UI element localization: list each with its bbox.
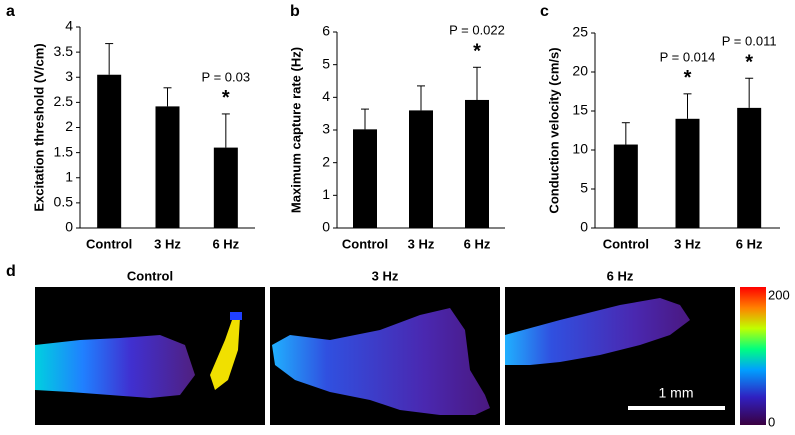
bar (97, 74, 122, 228)
significance-marker: * (473, 41, 481, 63)
y-tick-label: 2 (322, 153, 330, 169)
bar (213, 147, 238, 228)
x-tick-label: 3 Hz (408, 236, 435, 251)
y-tick-label: 2 (65, 118, 73, 134)
image-title: Control (127, 268, 173, 283)
map-region (230, 312, 242, 320)
y-tick-label: 0 (65, 219, 73, 235)
y-tick-label: 3 (322, 121, 330, 137)
y-tick-label: 6 (322, 23, 330, 39)
y-tick-label: 0.5 (54, 194, 74, 210)
map-region (210, 318, 240, 390)
x-tick-label: 3 Hz (154, 236, 181, 251)
scale-bar-label: 1 mm (659, 385, 694, 401)
bar (613, 144, 638, 228)
y-tick-label: 2.5 (54, 93, 74, 109)
y-tick-label: 15 (572, 102, 588, 118)
y-tick-label: 10 (572, 141, 588, 157)
x-tick-label: 3 Hz (674, 236, 701, 251)
map-region (272, 308, 490, 415)
y-tick-label: 20 (572, 63, 588, 79)
y-tick-label: 1 (322, 186, 330, 202)
panel-label: d (6, 263, 16, 280)
bar (465, 99, 489, 229)
p-value-label: P = 0.03 (202, 69, 251, 84)
y-tick-label: 3 (65, 68, 73, 84)
image-title: 6 Hz (607, 268, 634, 283)
y-tick-label: 1 (65, 168, 73, 184)
y-tick-label: 4 (65, 18, 73, 34)
x-tick-label: 6 Hz (736, 236, 763, 251)
image-title: 3 Hz (372, 268, 399, 283)
p-value-label: P = 0.011 (722, 34, 777, 49)
y-tick-label: 4 (322, 88, 330, 104)
p-value-label: P = 0.022 (449, 23, 505, 38)
map-region (505, 298, 690, 365)
bar (353, 129, 377, 228)
colorbar-label: 200 (768, 287, 790, 302)
panel-label: c (540, 3, 549, 20)
y-tick-label: 1.5 (54, 143, 74, 159)
y-axis-title: Maximum capture rate (Hz) (288, 47, 303, 213)
colorbar (740, 287, 766, 425)
y-axis-title: Conduction velocity (cm/s) (546, 47, 561, 213)
x-tick-label: Control (603, 236, 649, 251)
bar (675, 118, 700, 228)
significance-marker: * (222, 87, 230, 109)
bar (737, 107, 762, 228)
bar (409, 110, 433, 228)
y-tick-label: 5 (580, 180, 588, 196)
y-tick-label: 0 (322, 219, 330, 235)
y-tick-label: 25 (572, 24, 588, 40)
panel-label: a (6, 3, 15, 20)
bar (155, 106, 180, 228)
significance-marker: * (745, 52, 753, 74)
y-tick-label: 3.5 (54, 43, 74, 59)
significance-marker: * (684, 67, 692, 89)
x-tick-label: 6 Hz (212, 236, 239, 251)
map-region (35, 335, 195, 398)
y-tick-label: 0 (580, 219, 588, 235)
panel-label: b (290, 3, 300, 20)
colorbar-label: 0 (768, 414, 775, 429)
y-axis-title: Excitation threshold (V/cm) (31, 43, 46, 211)
y-tick-label: 5 (322, 55, 330, 71)
x-tick-label: Control (86, 236, 132, 251)
p-value-label: P = 0.014 (660, 49, 716, 64)
x-tick-label: 6 Hz (464, 236, 491, 251)
x-tick-label: Control (342, 236, 388, 251)
